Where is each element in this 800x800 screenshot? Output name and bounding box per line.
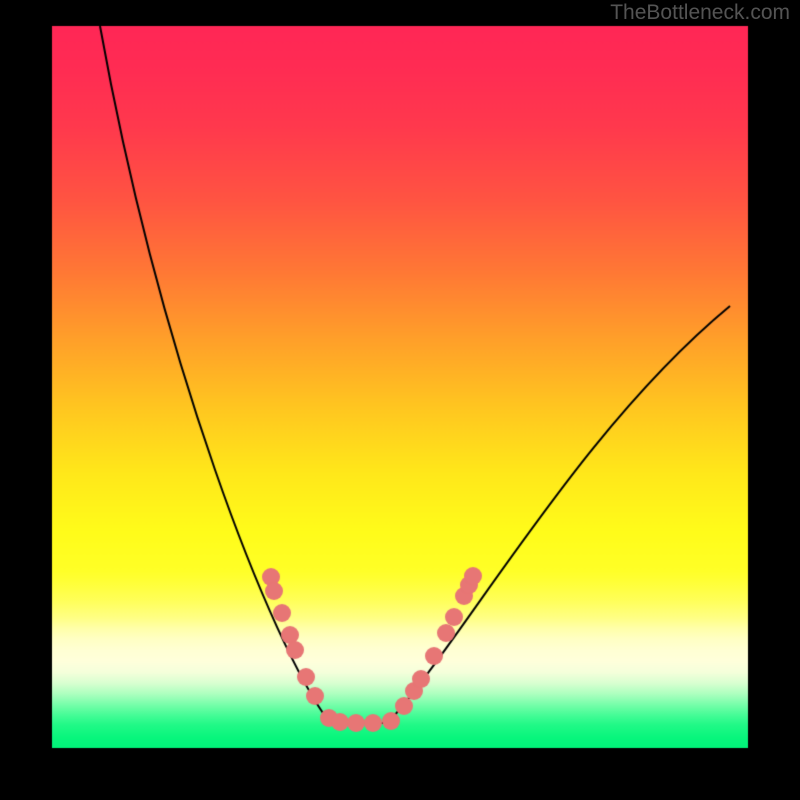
bottleneck-chart-canvas bbox=[0, 0, 800, 800]
